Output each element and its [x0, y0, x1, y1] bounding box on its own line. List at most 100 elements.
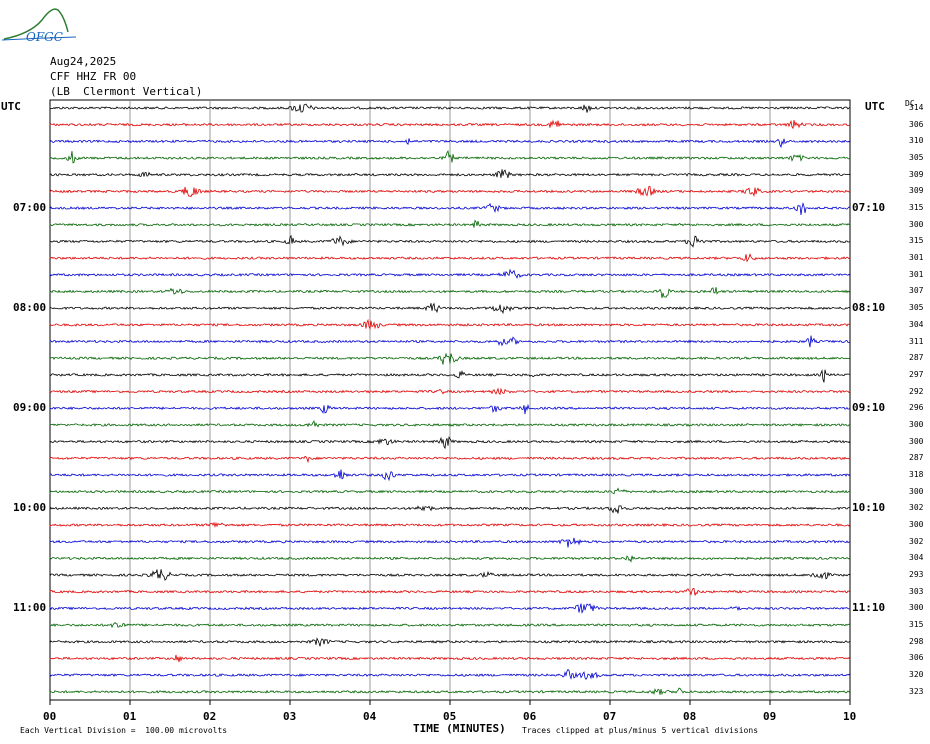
dc-offset-label: 301 — [909, 269, 924, 279]
trace-line — [49, 387, 851, 396]
dc-offset-label: 300 — [909, 419, 924, 429]
recording-date: Aug24,2025 — [50, 55, 117, 68]
dc-offset-label: 307 — [909, 286, 924, 296]
trace-line — [49, 403, 851, 415]
dc-offset-label: 302 — [909, 536, 924, 546]
dc-offset-label: 315 — [909, 620, 924, 630]
dc-offset-label: 305 — [909, 303, 924, 313]
channel-id: CFF HHZ FR 00 — [50, 70, 137, 83]
left-utc-label: UTC — [1, 100, 21, 113]
dc-offset-label: 292 — [909, 386, 924, 396]
seismic-traces — [49, 103, 851, 696]
time-grid — [49, 99, 851, 705]
station-location: (LB Clermont Vertical) — [50, 85, 203, 98]
dc-offset-label: 296 — [909, 403, 924, 413]
dc-offset-label: 310 — [909, 136, 924, 146]
trace-line — [49, 352, 851, 365]
trace-line — [49, 138, 851, 149]
trace-line — [49, 268, 851, 279]
ofgc-logo: OFGC — [1, 8, 77, 44]
trace-line — [49, 668, 851, 681]
x-tick-label: 10 — [843, 710, 857, 723]
dc-offset-label: 301 — [909, 253, 924, 263]
logo-underline — [1, 36, 77, 41]
dc-offset-label: 315 — [909, 203, 924, 213]
hour-label-right: 09:10 — [852, 401, 886, 415]
x-tick-label: 09 — [763, 710, 777, 723]
trace-line — [49, 455, 851, 464]
hour-label-left: 08:00 — [13, 301, 47, 315]
trace-line — [49, 569, 851, 581]
trace-line — [49, 302, 851, 315]
trace-line — [49, 637, 851, 647]
dc-offset-label: 305 — [909, 153, 924, 163]
trace-line — [49, 185, 851, 198]
dc-offset-label: 306 — [909, 119, 924, 129]
x-tick-label: 04 — [363, 710, 377, 723]
trace-line — [49, 622, 851, 629]
dc-offset-label: 323 — [909, 686, 924, 696]
right-utc-label: UTC — [865, 100, 885, 113]
trace-line — [49, 537, 851, 548]
dc-offset-label: 309 — [909, 169, 924, 179]
dc-offset-label: 309 — [909, 186, 924, 196]
dc-offset-label: 314 — [909, 103, 924, 112]
trace-line — [49, 505, 850, 514]
x-tick-label: 07 — [603, 710, 617, 723]
trace-line — [49, 369, 851, 383]
trace-line — [49, 521, 851, 528]
trace-line — [49, 318, 851, 330]
dc-offset-label: 315 — [909, 236, 924, 246]
dc-offset-label: 293 — [909, 570, 924, 580]
trace-line — [49, 335, 851, 348]
dc-offset-label: 287 — [909, 353, 924, 363]
dc-offset-label: 297 — [909, 369, 924, 379]
hour-label-left: 11:00 — [13, 601, 47, 615]
clip-note: Traces clipped at plus/minus 5 vertical … — [522, 726, 759, 735]
dc-offset-label: 318 — [909, 469, 924, 479]
logo-swoosh — [3, 8, 69, 40]
trace-line — [49, 469, 851, 482]
hour-label-right: 08:10 — [852, 301, 886, 315]
trace-line — [49, 603, 851, 614]
trace-line — [49, 487, 851, 495]
x-tick-label: 03 — [283, 710, 297, 723]
dc-offset-label: 304 — [909, 319, 924, 329]
trace-line — [49, 234, 851, 248]
hour-label-right: 10:10 — [852, 501, 886, 515]
dc-offset-label: 287 — [909, 453, 924, 463]
dc-offset-label: 303 — [909, 586, 924, 596]
dc-label: DC — [905, 99, 915, 108]
dc-offset-label: 320 — [909, 670, 924, 680]
trace-line — [49, 287, 851, 299]
dc-offset-label: 298 — [909, 636, 924, 646]
trace-line — [49, 201, 851, 215]
x-axis-title: TIME (MINUTES) — [413, 722, 506, 735]
trace-line — [49, 436, 851, 450]
hour-label-right: 11:10 — [852, 601, 886, 615]
trace-line — [49, 119, 851, 130]
dc-offset-label: 300 — [909, 603, 924, 613]
x-tick-label: 08 — [683, 710, 697, 723]
dc-offset-label: 300 — [909, 436, 924, 446]
x-tick-label: 02 — [203, 710, 217, 723]
x-tick-label: 01 — [123, 710, 137, 723]
hour-label-left: 09:00 — [13, 401, 47, 415]
scale-note: Each Vertical Division = 100.00 microvol… — [20, 726, 228, 735]
trace-line — [49, 587, 851, 596]
dc-offset-label: 300 — [909, 520, 924, 529]
trace-line — [49, 420, 851, 428]
trace-line — [49, 687, 851, 696]
dc-offset-label: 311 — [909, 336, 924, 346]
dc-offset-label: 304 — [909, 553, 924, 563]
dc-offset-label: 300 — [909, 486, 924, 496]
hour-label-right: 07:10 — [852, 201, 886, 215]
hour-label-left: 10:00 — [13, 501, 47, 515]
x-tick-label: 06 — [523, 710, 537, 723]
trace-line — [49, 555, 851, 563]
trace-line — [49, 654, 851, 663]
dc-offset-label: 300 — [909, 219, 924, 229]
hour-label-left: 07:00 — [13, 201, 47, 215]
trace-line — [49, 219, 851, 228]
